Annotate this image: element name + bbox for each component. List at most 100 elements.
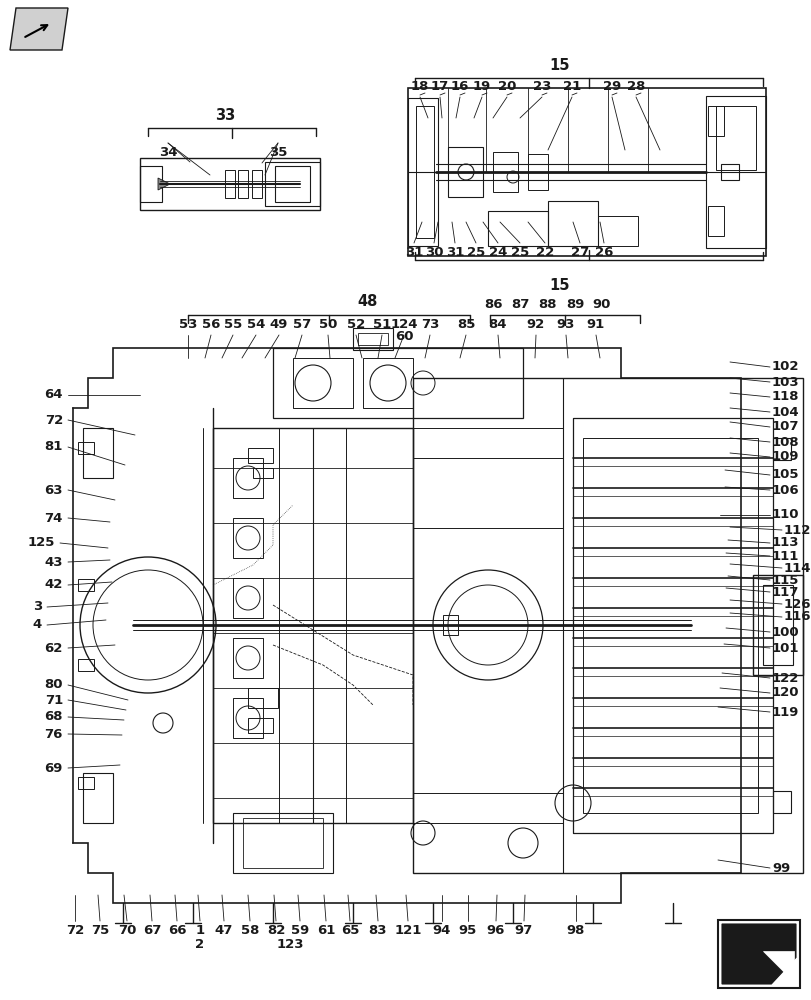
Text: 63: 63 — [45, 484, 63, 496]
Text: 111: 111 — [771, 550, 798, 562]
Text: 104: 104 — [771, 406, 799, 418]
Text: 68: 68 — [45, 710, 63, 724]
Text: 90: 90 — [592, 298, 611, 312]
Text: 91: 91 — [586, 318, 604, 332]
Text: 65: 65 — [341, 924, 358, 936]
Bar — [720, 164, 738, 180]
Text: 58: 58 — [241, 924, 259, 936]
Bar — [717, 920, 799, 988]
Text: 75: 75 — [91, 924, 109, 936]
Polygon shape — [158, 178, 169, 190]
Text: 118: 118 — [771, 390, 799, 403]
Text: 42: 42 — [45, 578, 63, 591]
Text: 113: 113 — [771, 536, 799, 550]
Bar — [358, 333, 388, 345]
Text: 109: 109 — [771, 450, 799, 464]
Text: 2: 2 — [195, 938, 204, 952]
Text: 76: 76 — [45, 728, 63, 740]
Bar — [238, 170, 247, 198]
Bar — [253, 468, 272, 478]
Text: 48: 48 — [358, 294, 378, 310]
Text: 89: 89 — [565, 298, 583, 312]
Text: 16: 16 — [450, 81, 469, 94]
Bar — [443, 615, 457, 635]
Text: 103: 103 — [771, 375, 799, 388]
Bar — [705, 96, 765, 248]
Bar — [212, 428, 413, 823]
Text: 93: 93 — [556, 318, 574, 332]
Text: 84: 84 — [488, 318, 507, 332]
Text: 120: 120 — [771, 686, 799, 700]
Text: 34: 34 — [159, 145, 177, 158]
Bar — [448, 147, 483, 197]
Text: 30: 30 — [424, 245, 443, 258]
Text: 114: 114 — [783, 562, 810, 574]
Bar — [363, 358, 413, 408]
Text: 54: 54 — [247, 318, 265, 332]
Bar — [78, 442, 94, 454]
Text: 86: 86 — [484, 298, 503, 312]
Bar — [353, 328, 393, 350]
Text: 53: 53 — [178, 318, 197, 332]
Bar — [233, 638, 263, 678]
Text: 99: 99 — [771, 861, 789, 874]
Bar — [413, 378, 802, 873]
Bar — [233, 578, 263, 618]
Bar — [251, 170, 262, 198]
Bar — [772, 791, 790, 813]
Text: 24: 24 — [488, 245, 507, 258]
Text: 82: 82 — [267, 924, 285, 936]
Bar — [597, 216, 637, 246]
Text: 17: 17 — [431, 81, 448, 94]
Text: 3: 3 — [32, 600, 42, 613]
Text: 121: 121 — [394, 924, 421, 936]
Polygon shape — [10, 8, 68, 50]
Text: 57: 57 — [293, 318, 311, 332]
Text: 83: 83 — [368, 924, 387, 936]
Bar — [272, 348, 522, 418]
Text: 95: 95 — [458, 924, 477, 936]
Bar — [407, 88, 765, 256]
Text: 15: 15 — [549, 57, 569, 73]
Text: 25: 25 — [510, 245, 529, 258]
Text: 107: 107 — [771, 420, 799, 434]
Text: 25: 25 — [466, 245, 484, 258]
Text: 70: 70 — [118, 924, 136, 936]
Bar — [242, 818, 323, 868]
Text: 115: 115 — [771, 574, 798, 586]
Text: 101: 101 — [771, 642, 799, 654]
Text: 47: 47 — [215, 924, 233, 936]
Text: 29: 29 — [602, 81, 620, 94]
Bar — [762, 585, 792, 665]
Text: 1: 1 — [195, 924, 204, 936]
Text: 72: 72 — [66, 924, 84, 936]
Text: 69: 69 — [45, 762, 63, 774]
Text: 21: 21 — [562, 81, 581, 94]
Text: 60: 60 — [394, 330, 413, 344]
Text: 122: 122 — [771, 672, 798, 684]
Text: 61: 61 — [316, 924, 335, 936]
Bar — [139, 158, 320, 210]
Bar — [78, 579, 94, 591]
Text: 23: 23 — [532, 81, 551, 94]
Text: 19: 19 — [472, 81, 491, 94]
Text: 15: 15 — [549, 278, 569, 294]
Text: 31: 31 — [405, 245, 423, 258]
Bar — [83, 428, 113, 478]
Text: 72: 72 — [45, 414, 63, 426]
Text: 117: 117 — [771, 585, 798, 598]
Text: 55: 55 — [224, 318, 242, 332]
Text: 105: 105 — [771, 468, 799, 482]
Bar — [582, 438, 757, 813]
Text: 126: 126 — [783, 597, 810, 610]
Bar — [247, 688, 277, 708]
Text: 110: 110 — [771, 508, 799, 522]
Bar — [264, 162, 320, 206]
Bar — [233, 458, 263, 498]
Text: 49: 49 — [269, 318, 288, 332]
Text: 71: 71 — [45, 694, 63, 706]
Bar — [247, 718, 272, 733]
Text: 85: 85 — [457, 318, 474, 332]
Text: 56: 56 — [202, 318, 220, 332]
Text: 94: 94 — [432, 924, 451, 936]
